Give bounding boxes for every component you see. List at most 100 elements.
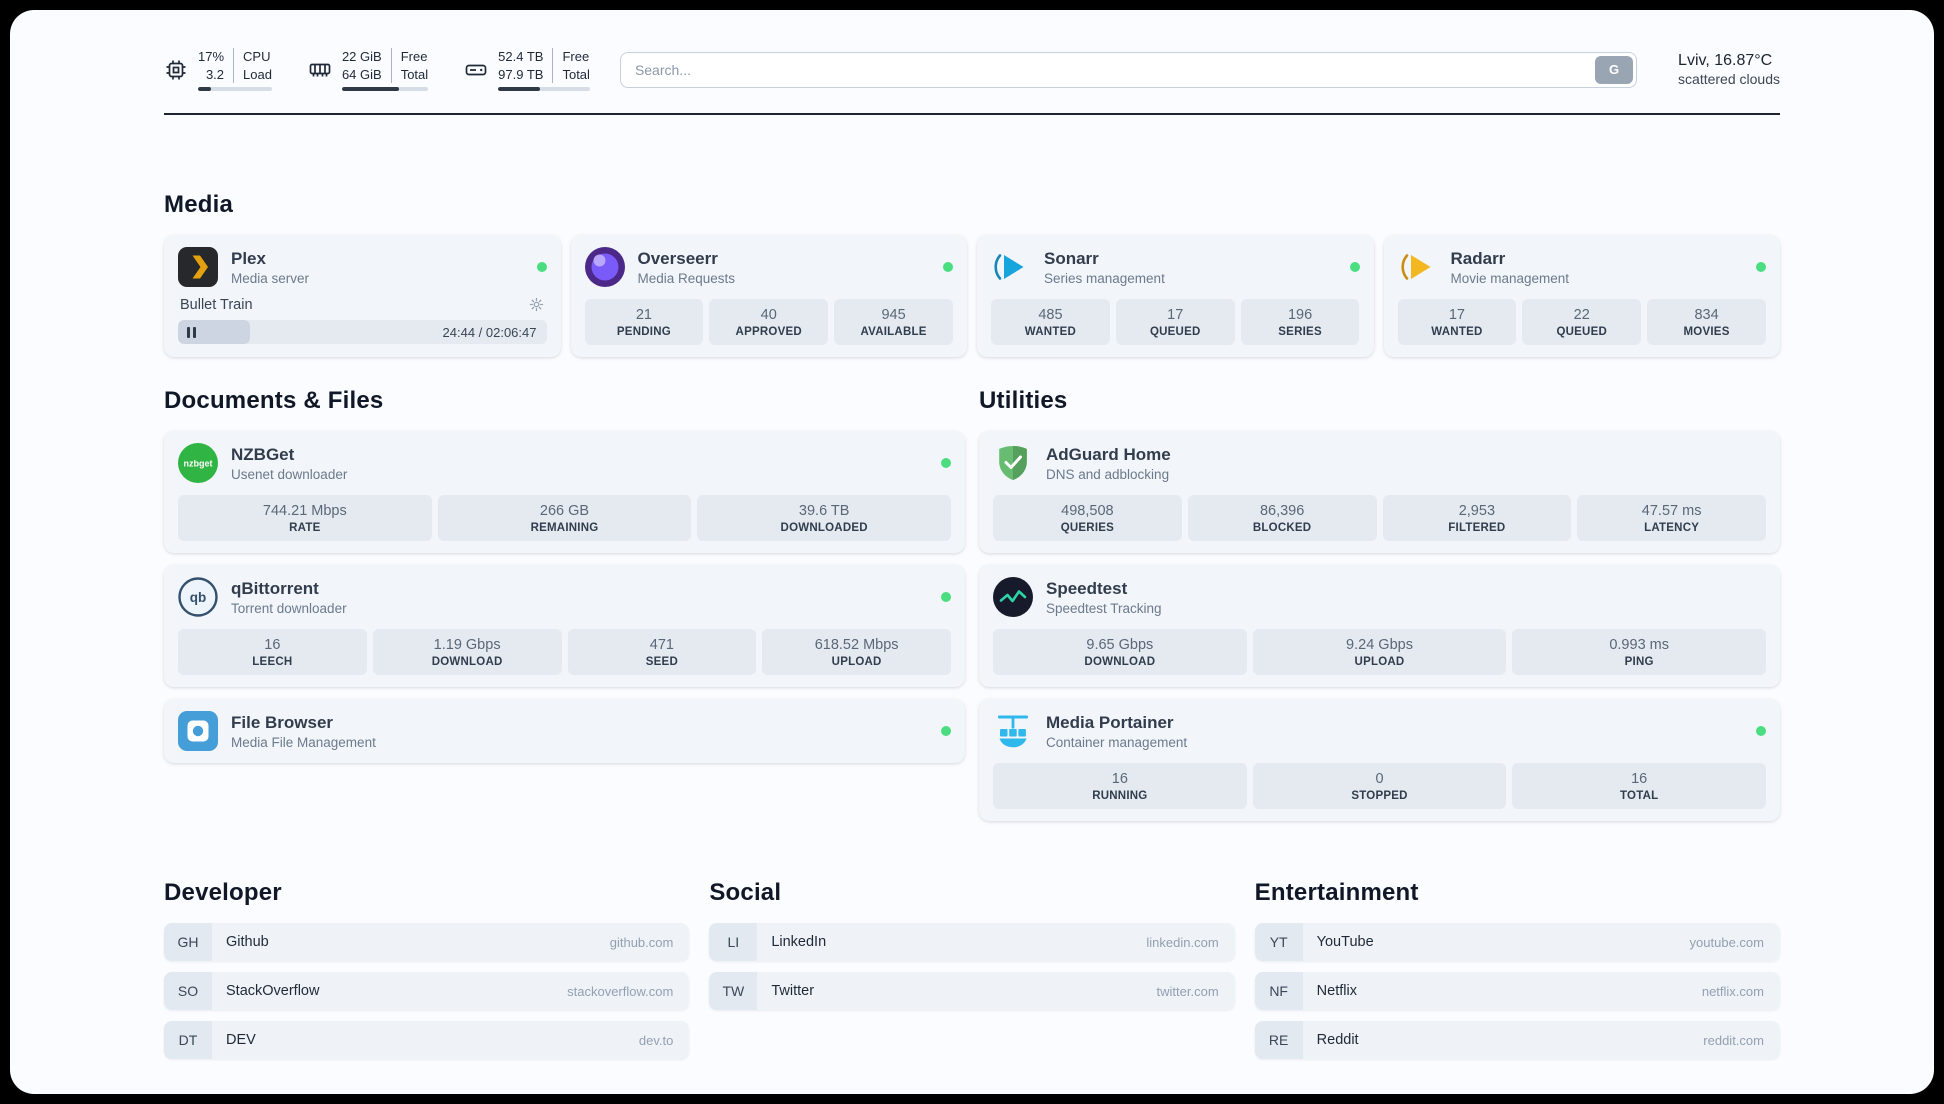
stat-value: 9.24 Gbps xyxy=(1346,637,1413,654)
service-name: Overseerr xyxy=(637,248,718,268)
stat-label: LEECH xyxy=(252,656,293,669)
service-name: Plex xyxy=(231,248,266,268)
bookmark-url: youtube.com xyxy=(1689,934,1764,950)
bookmark-reddit[interactable]: RE Reddit reddit.com xyxy=(1254,1021,1780,1060)
stat-value: 16 xyxy=(1631,771,1648,788)
status-dot-online xyxy=(941,592,951,603)
resource-label: Load xyxy=(243,66,272,82)
resource-value: 17% xyxy=(198,49,225,64)
bookmark-abbr: RE xyxy=(1254,1021,1303,1060)
bookmark-dev[interactable]: DT DEV dev.to xyxy=(164,1021,690,1060)
service-card-speedtest[interactable]: Speedtest Speedtest Tracking 9.65 Gbps DOWN… xyxy=(979,565,1780,688)
status-dot-online xyxy=(941,726,951,737)
resource-labels: CPU Load xyxy=(234,48,272,83)
bookmark-name: YouTube xyxy=(1316,934,1374,951)
status-dot-online xyxy=(1756,726,1766,737)
resource-values: 52.4 TB 97.9 TB xyxy=(498,48,554,84)
weather-widget: Lviv, 16.87°C scattered clouds xyxy=(1667,52,1780,87)
resource-values: 17% 3.2 xyxy=(198,48,235,84)
resource-label: Free xyxy=(400,49,428,64)
service-card-adguard-home[interactable]: AdGuard Home DNS and adblocking 498,508 QUE… xyxy=(979,431,1780,554)
stat-label: RUNNING xyxy=(1092,790,1148,803)
status-dot-online xyxy=(1349,262,1360,273)
stat-label: QUERIES xyxy=(1060,522,1115,535)
bookmark-name: Netflix xyxy=(1316,983,1357,1000)
status-dot-online xyxy=(1756,262,1766,273)
media-cards: Plex Media server Bullet Train 24:44 / 02:0… xyxy=(164,235,1780,358)
stat-value: 39.6 TB xyxy=(798,503,850,520)
disk-icon xyxy=(464,58,488,82)
stat-block: 40 APPROVED xyxy=(709,299,829,346)
service-card-overseerr[interactable]: Overseerr Media Requests 21 PENDING 40 APPROV… xyxy=(570,235,967,358)
search-provider-button[interactable]: G xyxy=(1595,55,1634,84)
header-divider xyxy=(164,113,1780,116)
stat-block: 21 PENDING xyxy=(584,299,704,346)
bookmark-twitter[interactable]: TW Twitter twitter.com xyxy=(709,972,1235,1011)
stat-value: 17 xyxy=(1448,307,1465,324)
service-card-media-portainer[interactable]: Media Portainer Container management 16 RUN… xyxy=(979,699,1780,822)
resource-label: Free xyxy=(562,49,590,64)
section-title-media: Media xyxy=(164,191,234,219)
stat-block: 744.21 Mbps RATE xyxy=(178,495,432,542)
service-card-qbittorrent[interactable]: qb qBittorrent Torrent downloader 16 LEECH 1.… xyxy=(164,565,965,688)
stat-value: 618.52 Mbps xyxy=(814,637,899,654)
stat-block: 47.57 ms LATENCY xyxy=(1577,495,1766,542)
stat-value: 945 xyxy=(881,307,906,324)
playback-progressbar: 24:44 / 02:06:47 xyxy=(178,320,547,345)
settings-gear-icon[interactable] xyxy=(528,296,545,313)
pause-icon[interactable] xyxy=(187,326,196,338)
service-card-plex[interactable]: Plex Media server Bullet Train 24:44 / 02:0… xyxy=(164,235,561,358)
stat-block: 17 QUEUED xyxy=(1115,299,1235,346)
bookmark-netflix[interactable]: NF Netflix netflix.com xyxy=(1254,972,1780,1011)
speedtest-icon xyxy=(993,577,1033,618)
stat-block: 0.993 ms PING xyxy=(1512,629,1767,676)
stat-block: 16 LEECH xyxy=(178,629,367,676)
resource-progressbar xyxy=(198,87,272,92)
stat-value: 0 xyxy=(1375,771,1384,788)
bookmark-list-social: LI LinkedIn linkedin.com TW Twitter twitter.c… xyxy=(709,923,1235,1011)
bookmark-name: DEV xyxy=(226,1032,256,1049)
section-title-entertainment: Entertainment xyxy=(1254,879,1419,907)
service-name: qBittorrent xyxy=(231,578,319,598)
bookmarks-area: Developer GH Github github.com SO StackOverf… xyxy=(164,879,1780,1094)
stat-value: 0.993 ms xyxy=(1609,637,1669,654)
bookmark-abbr: NF xyxy=(1254,972,1303,1011)
section-title-developer: Developer xyxy=(164,879,282,907)
service-card-sonarr[interactable]: Sonarr Series management 485 WANTED 17 QUEUED… xyxy=(977,235,1374,358)
bookmark-linkedin[interactable]: LI LinkedIn linkedin.com xyxy=(709,923,1235,962)
stat-block: 1.19 Gbps DOWNLOAD xyxy=(372,629,562,676)
resource-widget: 22 GiB 64 GiB Free Total xyxy=(308,48,429,92)
bookmark-abbr: GH xyxy=(164,923,212,962)
stat-label: QUEUED xyxy=(1556,326,1608,339)
stat-label: BLOCKED xyxy=(1252,522,1312,535)
bookmark-group-social: Social LI LinkedIn linkedin.com TW Twitter tw… xyxy=(709,879,1235,1059)
stat-value: 17 xyxy=(1167,307,1184,324)
weather-condition: scattered clouds xyxy=(1678,71,1780,88)
resource-label: Total xyxy=(562,66,590,82)
bookmark-url: linkedin.com xyxy=(1146,934,1219,950)
service-card-file-browser[interactable]: File Browser Media File Management xyxy=(164,699,965,764)
stat-block: 16 TOTAL xyxy=(1512,763,1767,810)
stat-value: 47.57 ms xyxy=(1641,503,1702,520)
service-card-radarr[interactable]: Radarr Movie management 17 WANTED 22 QUEUED 83… xyxy=(1383,235,1780,358)
section-media: Media Plex Media server Bullet Train 24:44 … xyxy=(164,191,1780,358)
resource-progressbar xyxy=(498,87,590,92)
stat-label: DOWNLOAD xyxy=(1084,656,1156,669)
service-card-nzbget[interactable]: nzbget NZBGet Usenet downloader 744.21 Mbps… xyxy=(164,431,965,554)
service-description: Media File Management xyxy=(231,734,376,750)
resource-value: 64 GiB xyxy=(341,66,382,82)
resource-progress-fill xyxy=(198,87,211,92)
bookmark-github[interactable]: GH Github github.com xyxy=(164,923,690,962)
resource-widget: 17% 3.2 CPU Load xyxy=(164,48,272,92)
bookmark-youtube[interactable]: YT YouTube youtube.com xyxy=(1254,923,1780,962)
bookmark-list-entertainment: YT YouTube youtube.com NF Netflix netflix.com… xyxy=(1254,923,1780,1060)
service-description: Usenet downloader xyxy=(231,466,348,482)
search-input[interactable] xyxy=(619,51,1638,88)
bookmark-url: dev.to xyxy=(638,1032,674,1048)
resource-labels: Free Total xyxy=(392,48,428,83)
bookmark-stackoverflow[interactable]: SO StackOverflow stackoverflow.com xyxy=(164,972,690,1011)
stat-label: APPROVED xyxy=(735,326,802,339)
status-dot-online xyxy=(941,458,951,469)
stat-block: 196 SERIES xyxy=(1240,299,1360,346)
stat-label: PING xyxy=(1624,656,1654,669)
